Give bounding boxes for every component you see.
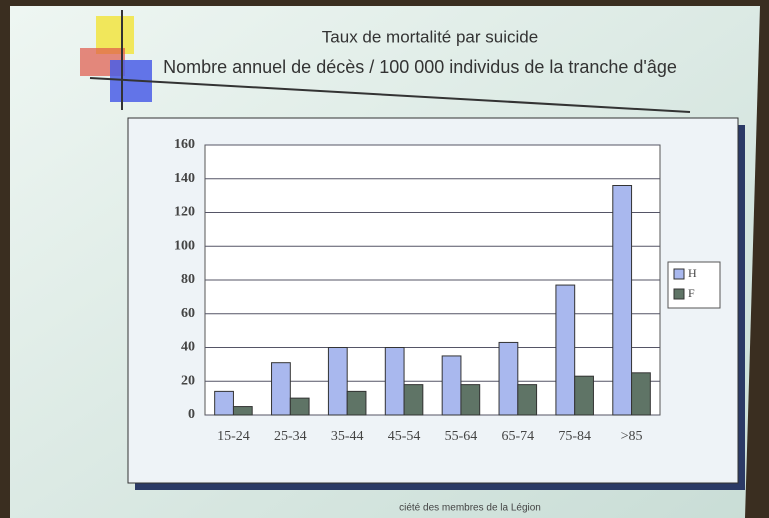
x-tick-label: 35-44 xyxy=(331,429,364,444)
y-tick-label: 0 xyxy=(188,407,195,422)
y-tick-label: 140 xyxy=(174,171,195,186)
bar xyxy=(272,363,291,415)
bar xyxy=(233,407,252,415)
y-tick-label: 20 xyxy=(181,373,195,388)
legend-swatch xyxy=(674,269,684,279)
y-tick-label: 60 xyxy=(181,306,195,321)
bar xyxy=(575,376,594,415)
bar xyxy=(499,342,518,415)
x-tick-label: 15-24 xyxy=(217,429,250,444)
x-tick-label: 45-54 xyxy=(388,429,421,444)
bar xyxy=(328,348,347,416)
chart: Taux de mortalité par suicide Nombre ann… xyxy=(0,0,769,518)
bar xyxy=(404,385,423,415)
y-tick-label: 40 xyxy=(181,340,195,355)
chart-subtitle: Nombre annuel de décès / 100 000 individ… xyxy=(163,57,677,77)
legend-label: F xyxy=(688,286,695,300)
x-tick-label: 75-84 xyxy=(558,429,591,444)
x-tick-label: 55-64 xyxy=(445,429,478,444)
bar xyxy=(290,398,309,415)
bar xyxy=(215,391,234,415)
x-tick-label: 65-74 xyxy=(501,429,534,444)
y-tick-label: 100 xyxy=(174,238,195,253)
bar xyxy=(461,385,480,415)
bar xyxy=(518,385,537,415)
y-tick-label: 80 xyxy=(181,272,195,287)
footer: ciété des membres de la Légion xyxy=(399,503,541,514)
legend-swatch xyxy=(674,289,684,299)
page: Taux de mortalité par suicide Nombre ann… xyxy=(0,0,769,518)
y-tick-label: 120 xyxy=(174,205,195,220)
bar xyxy=(385,348,404,416)
x-tick-label: >85 xyxy=(621,429,643,444)
bar xyxy=(613,186,632,416)
x-tick-label: 25-34 xyxy=(274,429,307,444)
chart-title: Taux de mortalité par suicide xyxy=(322,27,538,46)
y-tick-label: 160 xyxy=(174,137,195,152)
bar xyxy=(442,356,461,415)
bar xyxy=(556,285,575,415)
bar xyxy=(632,373,651,415)
bar xyxy=(347,391,366,415)
legend-label: H xyxy=(688,266,697,280)
